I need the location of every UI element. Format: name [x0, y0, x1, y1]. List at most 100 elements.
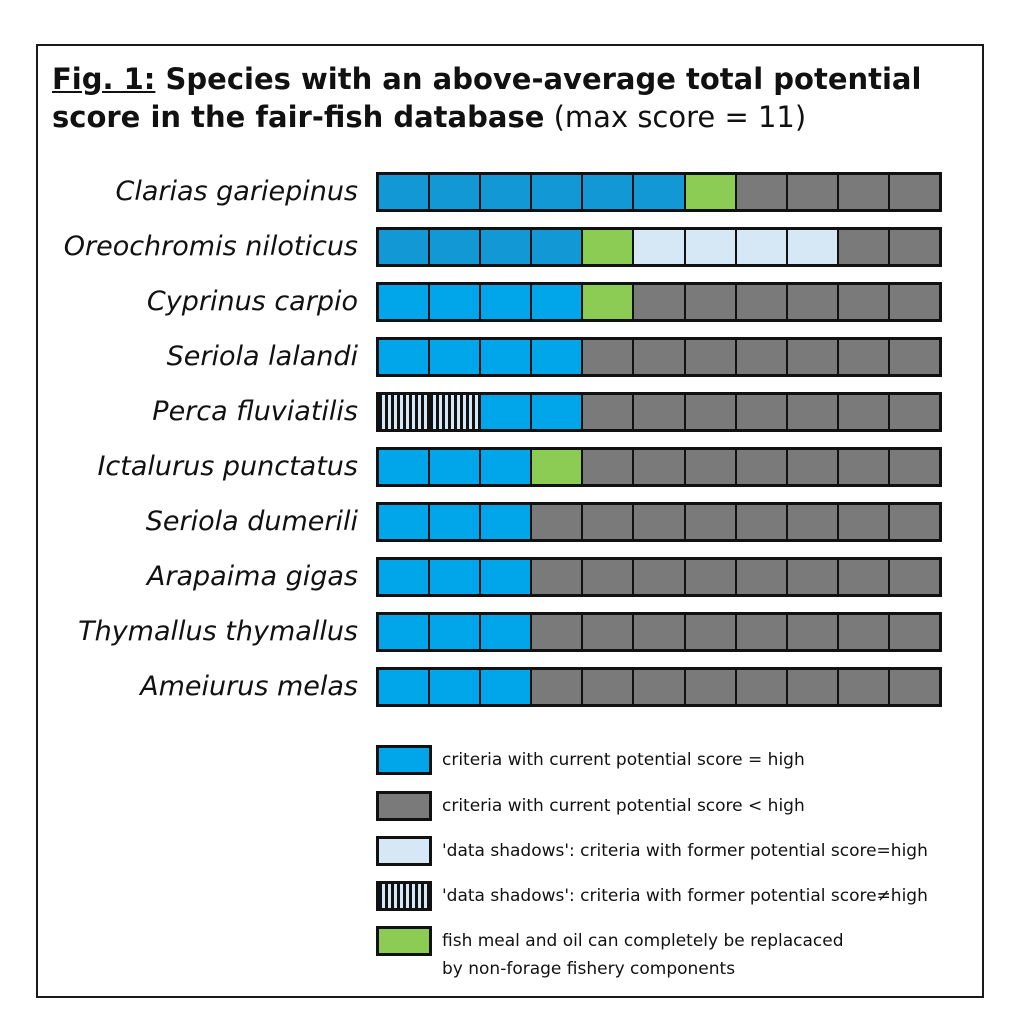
score-cell: [889, 670, 940, 704]
score-cell: [634, 670, 686, 704]
score-cell: [532, 670, 584, 704]
title-main: Species with an above-average total pote…: [52, 62, 922, 134]
score-cell: [430, 560, 482, 594]
species-label: Thymallus thymallus: [78, 616, 358, 647]
score-cell: [481, 175, 533, 209]
score-cell: [838, 560, 890, 594]
score-cell: [532, 340, 584, 374]
score-cell: [481, 230, 533, 264]
score-cell: [532, 395, 584, 429]
legend-label: by non-forage fishery components: [442, 959, 736, 979]
score-cell: [736, 670, 788, 704]
score-cell: [379, 395, 431, 429]
score-cell: [532, 560, 584, 594]
score-cell: [481, 560, 533, 594]
score-cell: [685, 450, 737, 484]
score-cell: [481, 505, 533, 539]
species-label: Ameiurus melas: [140, 671, 358, 702]
score-cell: [583, 505, 635, 539]
score-cell: [889, 395, 940, 429]
score-cell: [430, 615, 482, 649]
legend-label: 'data shadows': criteria with former pot…: [442, 886, 928, 906]
score-cell: [583, 340, 635, 374]
score-cell: [634, 285, 686, 319]
score-cell: [583, 395, 635, 429]
score-cell: [583, 450, 635, 484]
score-cell: [685, 175, 737, 209]
score-cell: [430, 450, 482, 484]
score-cell: [379, 175, 431, 209]
score-cell: [838, 395, 890, 429]
score-cell: [583, 175, 635, 209]
species-label: Cyprinus carpio: [146, 286, 358, 317]
score-cell: [583, 670, 635, 704]
legend-swatch: [376, 791, 432, 821]
score-cell: [481, 340, 533, 374]
score-cell: [838, 340, 890, 374]
score-cell: [481, 615, 533, 649]
legend-swatch: [376, 836, 432, 866]
score-cell: [430, 175, 482, 209]
score-cell: [634, 450, 686, 484]
score-cell: [889, 560, 940, 594]
score-cell: [379, 285, 431, 319]
score-cell: [685, 505, 737, 539]
score-cell: [430, 395, 482, 429]
species-label: Seriola dumerili: [145, 506, 358, 537]
score-cell: [889, 340, 940, 374]
score-cell: [787, 670, 839, 704]
score-cell: [838, 285, 890, 319]
score-cell: [481, 285, 533, 319]
score-cell: [532, 285, 584, 319]
legend-label: 'data shadows': criteria with former pot…: [442, 841, 928, 861]
score-cell: [787, 615, 839, 649]
legend-swatch: [376, 881, 432, 911]
score-cell: [481, 395, 533, 429]
species-label: Perca fluviatilis: [152, 396, 358, 427]
species-score-bar: [376, 447, 942, 487]
score-cell: [787, 505, 839, 539]
score-cell: [787, 230, 839, 264]
score-cell: [583, 615, 635, 649]
score-cell: [787, 285, 839, 319]
species-score-bar: [376, 282, 942, 322]
score-cell: [838, 505, 890, 539]
score-cell: [685, 670, 737, 704]
species-label: Seriola lalandi: [166, 341, 358, 372]
score-cell: [532, 175, 584, 209]
species-score-bar: [376, 392, 942, 432]
score-cell: [634, 560, 686, 594]
score-cell: [838, 615, 890, 649]
score-cell: [532, 615, 584, 649]
figure-number: Fig. 1:: [52, 62, 156, 96]
score-cell: [685, 285, 737, 319]
score-cell: [889, 450, 940, 484]
score-cell: [481, 670, 533, 704]
score-cell: [583, 560, 635, 594]
species-score-bar: [376, 227, 942, 267]
score-cell: [532, 230, 584, 264]
figure-title: Fig. 1: Species with an above-average to…: [52, 60, 972, 136]
score-cell: [379, 505, 431, 539]
score-cell: [889, 285, 940, 319]
species-score-bar: [376, 337, 942, 377]
score-cell: [634, 340, 686, 374]
score-cell: [379, 615, 431, 649]
score-cell: [583, 285, 635, 319]
score-cell: [736, 340, 788, 374]
score-cell: [379, 670, 431, 704]
score-cell: [634, 230, 686, 264]
legend-swatch: [376, 926, 432, 956]
species-label: Arapaima gigas: [146, 561, 358, 592]
species-label: Ictalurus punctatus: [97, 451, 358, 482]
figure-frame: [36, 44, 984, 998]
score-cell: [532, 450, 584, 484]
score-cell: [736, 175, 788, 209]
score-cell: [430, 285, 482, 319]
species-label: Oreochromis niloticus: [63, 231, 358, 262]
score-cell: [787, 340, 839, 374]
score-cell: [634, 505, 686, 539]
score-cell: [634, 175, 686, 209]
score-cell: [685, 230, 737, 264]
score-cell: [379, 560, 431, 594]
